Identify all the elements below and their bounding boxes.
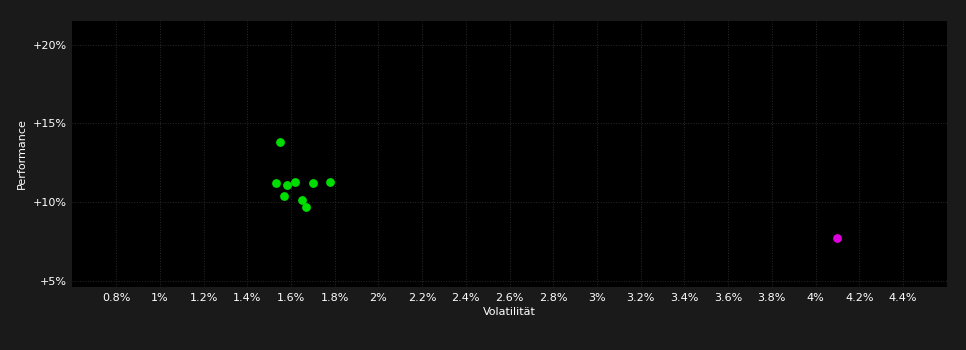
X-axis label: Volatilität: Volatilität	[483, 307, 536, 317]
Point	[323, 179, 338, 184]
Point	[305, 180, 321, 186]
Y-axis label: Performance: Performance	[17, 119, 27, 189]
Point	[272, 139, 288, 145]
Point	[298, 204, 314, 210]
Point	[288, 179, 303, 184]
Point	[830, 236, 845, 241]
Point	[279, 182, 295, 188]
Point	[276, 193, 292, 198]
Point	[268, 180, 283, 186]
Point	[295, 198, 310, 203]
